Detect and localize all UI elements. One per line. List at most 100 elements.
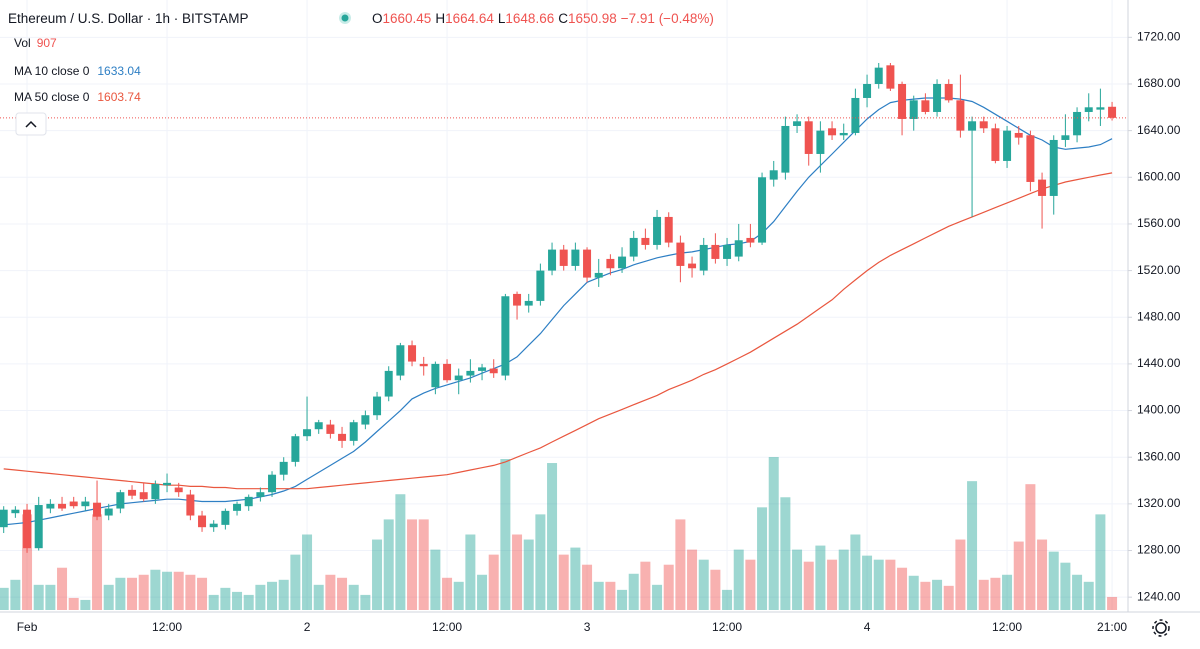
volume-bar bbox=[127, 577, 138, 610]
candle-body bbox=[1073, 111, 1082, 136]
volume-bar bbox=[535, 514, 546, 610]
volume-bar bbox=[990, 577, 1001, 610]
ma-value: 1603.74 bbox=[97, 90, 141, 104]
candle-body bbox=[653, 216, 662, 245]
candle-body bbox=[851, 97, 860, 133]
candle-body bbox=[454, 375, 463, 381]
candle-body bbox=[921, 100, 930, 112]
volume-bar bbox=[908, 575, 919, 610]
volume-bar bbox=[838, 549, 849, 610]
y-tick-label: 1720.00 bbox=[1137, 29, 1181, 43]
candle-body bbox=[559, 249, 568, 266]
candle-body bbox=[198, 515, 207, 528]
candle-body bbox=[303, 429, 312, 437]
candle-body bbox=[1108, 106, 1117, 118]
volume-bar bbox=[523, 539, 534, 610]
volume-bar bbox=[33, 584, 44, 610]
y-tick-label: 1280.00 bbox=[1137, 543, 1181, 557]
volume-bar bbox=[313, 584, 324, 610]
candle-body bbox=[419, 363, 428, 367]
volume-bar bbox=[1107, 596, 1118, 610]
y-tick-label: 1560.00 bbox=[1137, 216, 1181, 230]
volume-bar bbox=[185, 574, 196, 610]
volume-bar bbox=[873, 559, 884, 610]
candle-body bbox=[676, 242, 685, 266]
candle-body bbox=[361, 415, 370, 425]
x-tick-label: Feb bbox=[17, 620, 38, 634]
header: Ethereum / U.S. Dollar · 1h · BITSTAMP bbox=[8, 11, 249, 26]
candle-layer bbox=[0, 62, 1128, 553]
volume-bar bbox=[232, 591, 243, 610]
candle-body bbox=[396, 345, 405, 376]
volume-bar bbox=[500, 459, 511, 610]
candle-body bbox=[536, 270, 545, 301]
volume-bar bbox=[337, 577, 348, 610]
volume-bar bbox=[897, 567, 908, 610]
candle-body bbox=[933, 83, 942, 112]
candle-body bbox=[163, 482, 172, 486]
volume-bar bbox=[687, 549, 698, 610]
symbol-title: Ethereum / U.S. Dollar · 1h · BITSTAMP bbox=[8, 11, 249, 26]
volume-bar bbox=[943, 585, 954, 610]
legend: Ethereum / U.S. Dollar · 1h · BITSTAMP O… bbox=[8, 11, 714, 136]
candle-body bbox=[804, 121, 813, 154]
volume-bar bbox=[733, 549, 744, 610]
volume-bar bbox=[395, 494, 406, 610]
candle-body bbox=[501, 296, 510, 376]
volume-bar bbox=[173, 571, 184, 610]
volume-bar bbox=[757, 507, 768, 610]
collapse-button[interactable] bbox=[15, 112, 47, 136]
candle-body bbox=[583, 249, 592, 278]
candle-body bbox=[58, 503, 67, 509]
volume-bar bbox=[815, 545, 826, 610]
volume-bar bbox=[640, 561, 651, 610]
y-tick-label: 1440.00 bbox=[1137, 356, 1181, 370]
volume-bar bbox=[932, 579, 943, 610]
x-tick-label: 12:00 bbox=[152, 620, 182, 634]
candle-body bbox=[758, 177, 767, 243]
volume-bar bbox=[488, 554, 499, 610]
candle-body bbox=[314, 422, 323, 430]
volume-bar bbox=[1060, 562, 1071, 610]
volume-bar bbox=[465, 534, 476, 610]
candle-body bbox=[594, 272, 603, 278]
ohlc-value: 1660.45 bbox=[383, 11, 432, 26]
candle-body bbox=[874, 67, 883, 84]
candle-body bbox=[513, 293, 522, 306]
ohlc-value: 1648.66 bbox=[505, 11, 554, 26]
volume-legend: Vol 907 bbox=[14, 36, 57, 50]
candle-body bbox=[979, 121, 988, 129]
candle-body bbox=[268, 474, 277, 493]
candle-body bbox=[279, 461, 288, 475]
candle-body bbox=[1038, 179, 1047, 196]
settings-button[interactable] bbox=[1152, 619, 1170, 637]
x-tick-label: 3 bbox=[584, 620, 591, 634]
x-tick-label: 2 bbox=[304, 620, 311, 634]
y-tick-label: 1520.00 bbox=[1137, 263, 1181, 277]
candle-body bbox=[443, 363, 452, 381]
candle-body bbox=[93, 502, 102, 517]
volume-bar bbox=[1048, 551, 1059, 610]
volume-bar bbox=[1013, 541, 1024, 610]
volume-bar bbox=[1002, 574, 1013, 610]
volume-bar bbox=[278, 579, 289, 610]
candle-body bbox=[174, 487, 183, 493]
candle-body bbox=[23, 509, 32, 549]
candle-body bbox=[478, 367, 487, 371]
volume-bar bbox=[68, 597, 79, 610]
volume-bar bbox=[407, 519, 418, 610]
volume-bar bbox=[442, 577, 453, 610]
candle-body bbox=[1084, 107, 1093, 112]
y-tick-label: 1480.00 bbox=[1137, 309, 1181, 323]
y-tick-label: 1640.00 bbox=[1137, 123, 1181, 137]
volume-bar bbox=[45, 584, 56, 610]
volume-bar bbox=[675, 519, 686, 610]
candle-body bbox=[548, 249, 557, 271]
volume-bar bbox=[512, 534, 523, 610]
change-label: −7.91 (−0.48%) bbox=[621, 11, 714, 26]
candle-body bbox=[711, 244, 720, 259]
candle-body bbox=[688, 263, 697, 269]
candle-body bbox=[349, 422, 358, 441]
volume-bar bbox=[290, 554, 301, 610]
